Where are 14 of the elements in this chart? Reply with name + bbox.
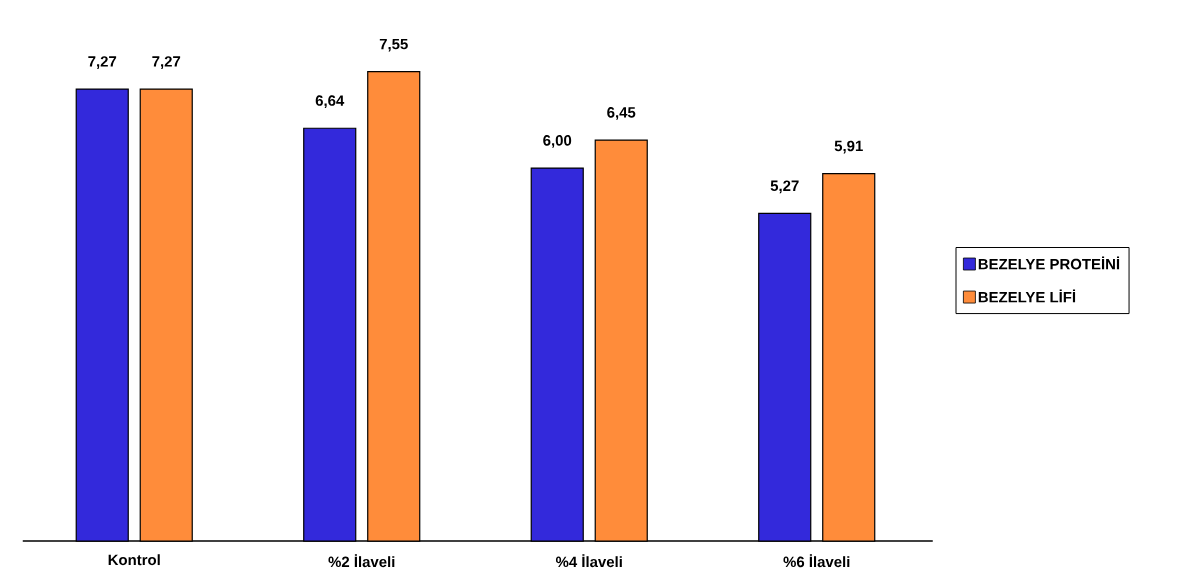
legend-label: BEZELYE PROTEİNİ bbox=[978, 256, 1120, 270]
data-label: 7,27 bbox=[88, 56, 117, 69]
x-tick-label: %4 İlaveli bbox=[555, 554, 622, 568]
data-label: 6,00 bbox=[543, 135, 572, 148]
data-label: 7,55 bbox=[379, 38, 408, 52]
x-tick-label: Kontrol bbox=[108, 554, 160, 566]
legend-label: BEZELYE LİFİ bbox=[978, 289, 1076, 303]
data-label: 7,27 bbox=[152, 56, 181, 69]
data-label: 6,45 bbox=[607, 107, 636, 120]
x-tick-label: %2 İlaveli bbox=[328, 554, 395, 568]
data-label: 6,64 bbox=[315, 95, 345, 109]
data-label: 5,91 bbox=[834, 140, 863, 154]
data-label: 5,27 bbox=[770, 180, 799, 194]
x-tick-label: %6 İlaveli bbox=[783, 554, 850, 568]
